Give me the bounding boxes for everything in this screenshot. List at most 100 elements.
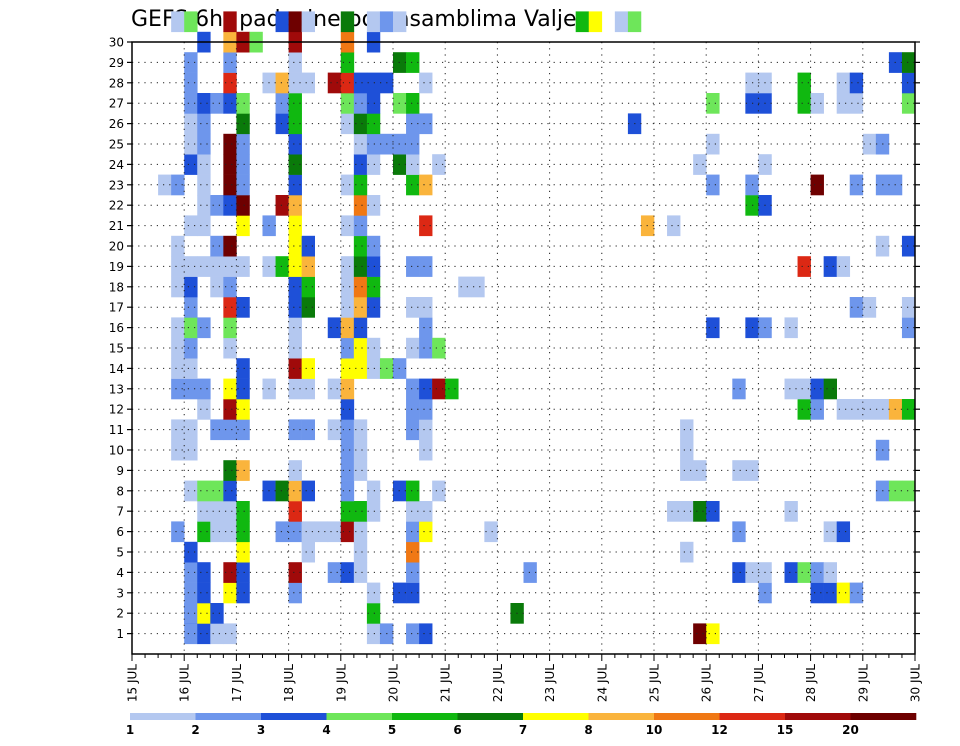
- heatmap-cell: [288, 113, 302, 135]
- x-tick-label: 19 JUL: [334, 664, 348, 702]
- heatmap-cell: [223, 174, 237, 196]
- heatmap-cell: [732, 521, 746, 543]
- heatmap-cell: [406, 113, 420, 135]
- heatmap-cell: [366, 337, 381, 359]
- heatmap-cell: [184, 133, 198, 155]
- heatmap-cell: [236, 215, 250, 237]
- heatmap-cell: [419, 256, 433, 277]
- heatmap-cell: [236, 358, 250, 379]
- heatmap-cell: [353, 317, 368, 339]
- heatmap-cell: [301, 235, 315, 257]
- x-tick-label: 20 JUL: [387, 664, 401, 702]
- heatmap-cell: [210, 623, 224, 645]
- heatmap-cell: [171, 337, 185, 359]
- heatmap-cell: [223, 378, 237, 400]
- y-tick-label: 22: [109, 199, 124, 213]
- heatmap-cell: [210, 501, 224, 522]
- heatmap-cell: [340, 337, 355, 359]
- heatmap-cell: [406, 154, 420, 175]
- heatmap-cell: [849, 297, 864, 318]
- heatmap-cell: [810, 399, 824, 420]
- heatmap-cell: [236, 297, 250, 318]
- heatmap-cell: [836, 521, 851, 543]
- heatmap-cell: [197, 113, 211, 135]
- heatmap-cell: [275, 72, 289, 94]
- heatmap-cell: [406, 399, 420, 420]
- y-tick-label: 7: [116, 505, 124, 519]
- heatmap-cell: [288, 562, 302, 583]
- heatmap-cell: [353, 541, 368, 563]
- heatmap-cell: [340, 521, 355, 543]
- heatmap-cell: [366, 276, 381, 298]
- heatmap-cell: [484, 521, 498, 543]
- heatmap-cell: [680, 541, 694, 563]
- heatmap-cell: [236, 582, 250, 604]
- heatmap-cell: [210, 521, 224, 543]
- legend-swatch: [654, 713, 720, 720]
- heatmap-cell: [406, 501, 420, 522]
- heatmap-cell: [366, 480, 381, 502]
- heatmap-cell: [301, 297, 315, 318]
- legend-swatch: [523, 713, 589, 720]
- heatmap-cell: [419, 439, 433, 461]
- heatmap-cell: [419, 174, 433, 196]
- heatmap-cell: [197, 603, 211, 624]
- heatmap-cell: [288, 72, 302, 94]
- y-tick-label: 10: [109, 444, 124, 458]
- heatmap-cell: [223, 52, 237, 73]
- y-tick-label: 16: [109, 321, 124, 335]
- heatmap-cell: [171, 276, 185, 298]
- heatmap-cell: [184, 582, 198, 604]
- heatmap-cell: [184, 562, 198, 583]
- heatmap-cell: [223, 235, 237, 257]
- y-tick-label: 30: [109, 36, 124, 50]
- heatmap-cell: [445, 378, 459, 400]
- y-tick-label: 19: [109, 260, 124, 274]
- heatmap-cell: [627, 11, 642, 33]
- legend-swatch: [326, 713, 393, 720]
- heatmap-cell: [223, 521, 237, 543]
- heatmap-cell: [706, 133, 720, 155]
- heatmap-cell: [693, 154, 707, 175]
- x-tick-label: 26 JUL: [700, 664, 714, 702]
- legend-label: 12: [711, 723, 728, 737]
- heatmap-cell: [836, 93, 851, 114]
- legend-swatch: [392, 713, 458, 720]
- heatmap-cell: [706, 317, 720, 339]
- y-tick-label: 9: [116, 464, 124, 478]
- heatmap-cell: [406, 623, 420, 645]
- heatmap-cell: [340, 52, 355, 73]
- heatmap-cell: [288, 419, 302, 441]
- heatmap-cell: [223, 623, 237, 645]
- heatmap-cell: [288, 317, 302, 339]
- heatmap-cell: [340, 72, 355, 94]
- heatmap-cell: [849, 399, 864, 420]
- heatmap-cell: [184, 215, 198, 237]
- heatmap-cell: [419, 317, 433, 339]
- heatmap-cell: [197, 154, 211, 175]
- heatmap-cell: [314, 521, 329, 543]
- y-axis: 1234567891011121314151617181920212223242…: [109, 36, 920, 641]
- heatmap-cell: [236, 501, 250, 522]
- heatmap-cell: [366, 133, 381, 155]
- heatmap-cell: [836, 582, 851, 604]
- heatmap-cell: [353, 256, 368, 277]
- y-tick-label: 25: [109, 138, 124, 152]
- heatmap-cell: [366, 256, 381, 277]
- y-tick-label: 1: [116, 627, 124, 641]
- heatmap-cell: [171, 521, 185, 543]
- heatmap-cell: [575, 11, 590, 33]
- heatmap-cell: [862, 399, 877, 420]
- heatmap-cell: [301, 521, 315, 543]
- heatmap-cell: [288, 256, 302, 277]
- heatmap-cell: [406, 521, 420, 543]
- heatmap-cell: [223, 337, 237, 359]
- heatmap-cell: [680, 419, 694, 441]
- heatmap-cell: [210, 603, 224, 624]
- heatmap-cell: [732, 460, 746, 481]
- heatmap-cell: [458, 276, 472, 298]
- legend-label: 2: [191, 723, 199, 737]
- heatmap-cell: [288, 378, 302, 400]
- heatmap-cell: [340, 358, 355, 379]
- heatmap-cell: [366, 603, 381, 624]
